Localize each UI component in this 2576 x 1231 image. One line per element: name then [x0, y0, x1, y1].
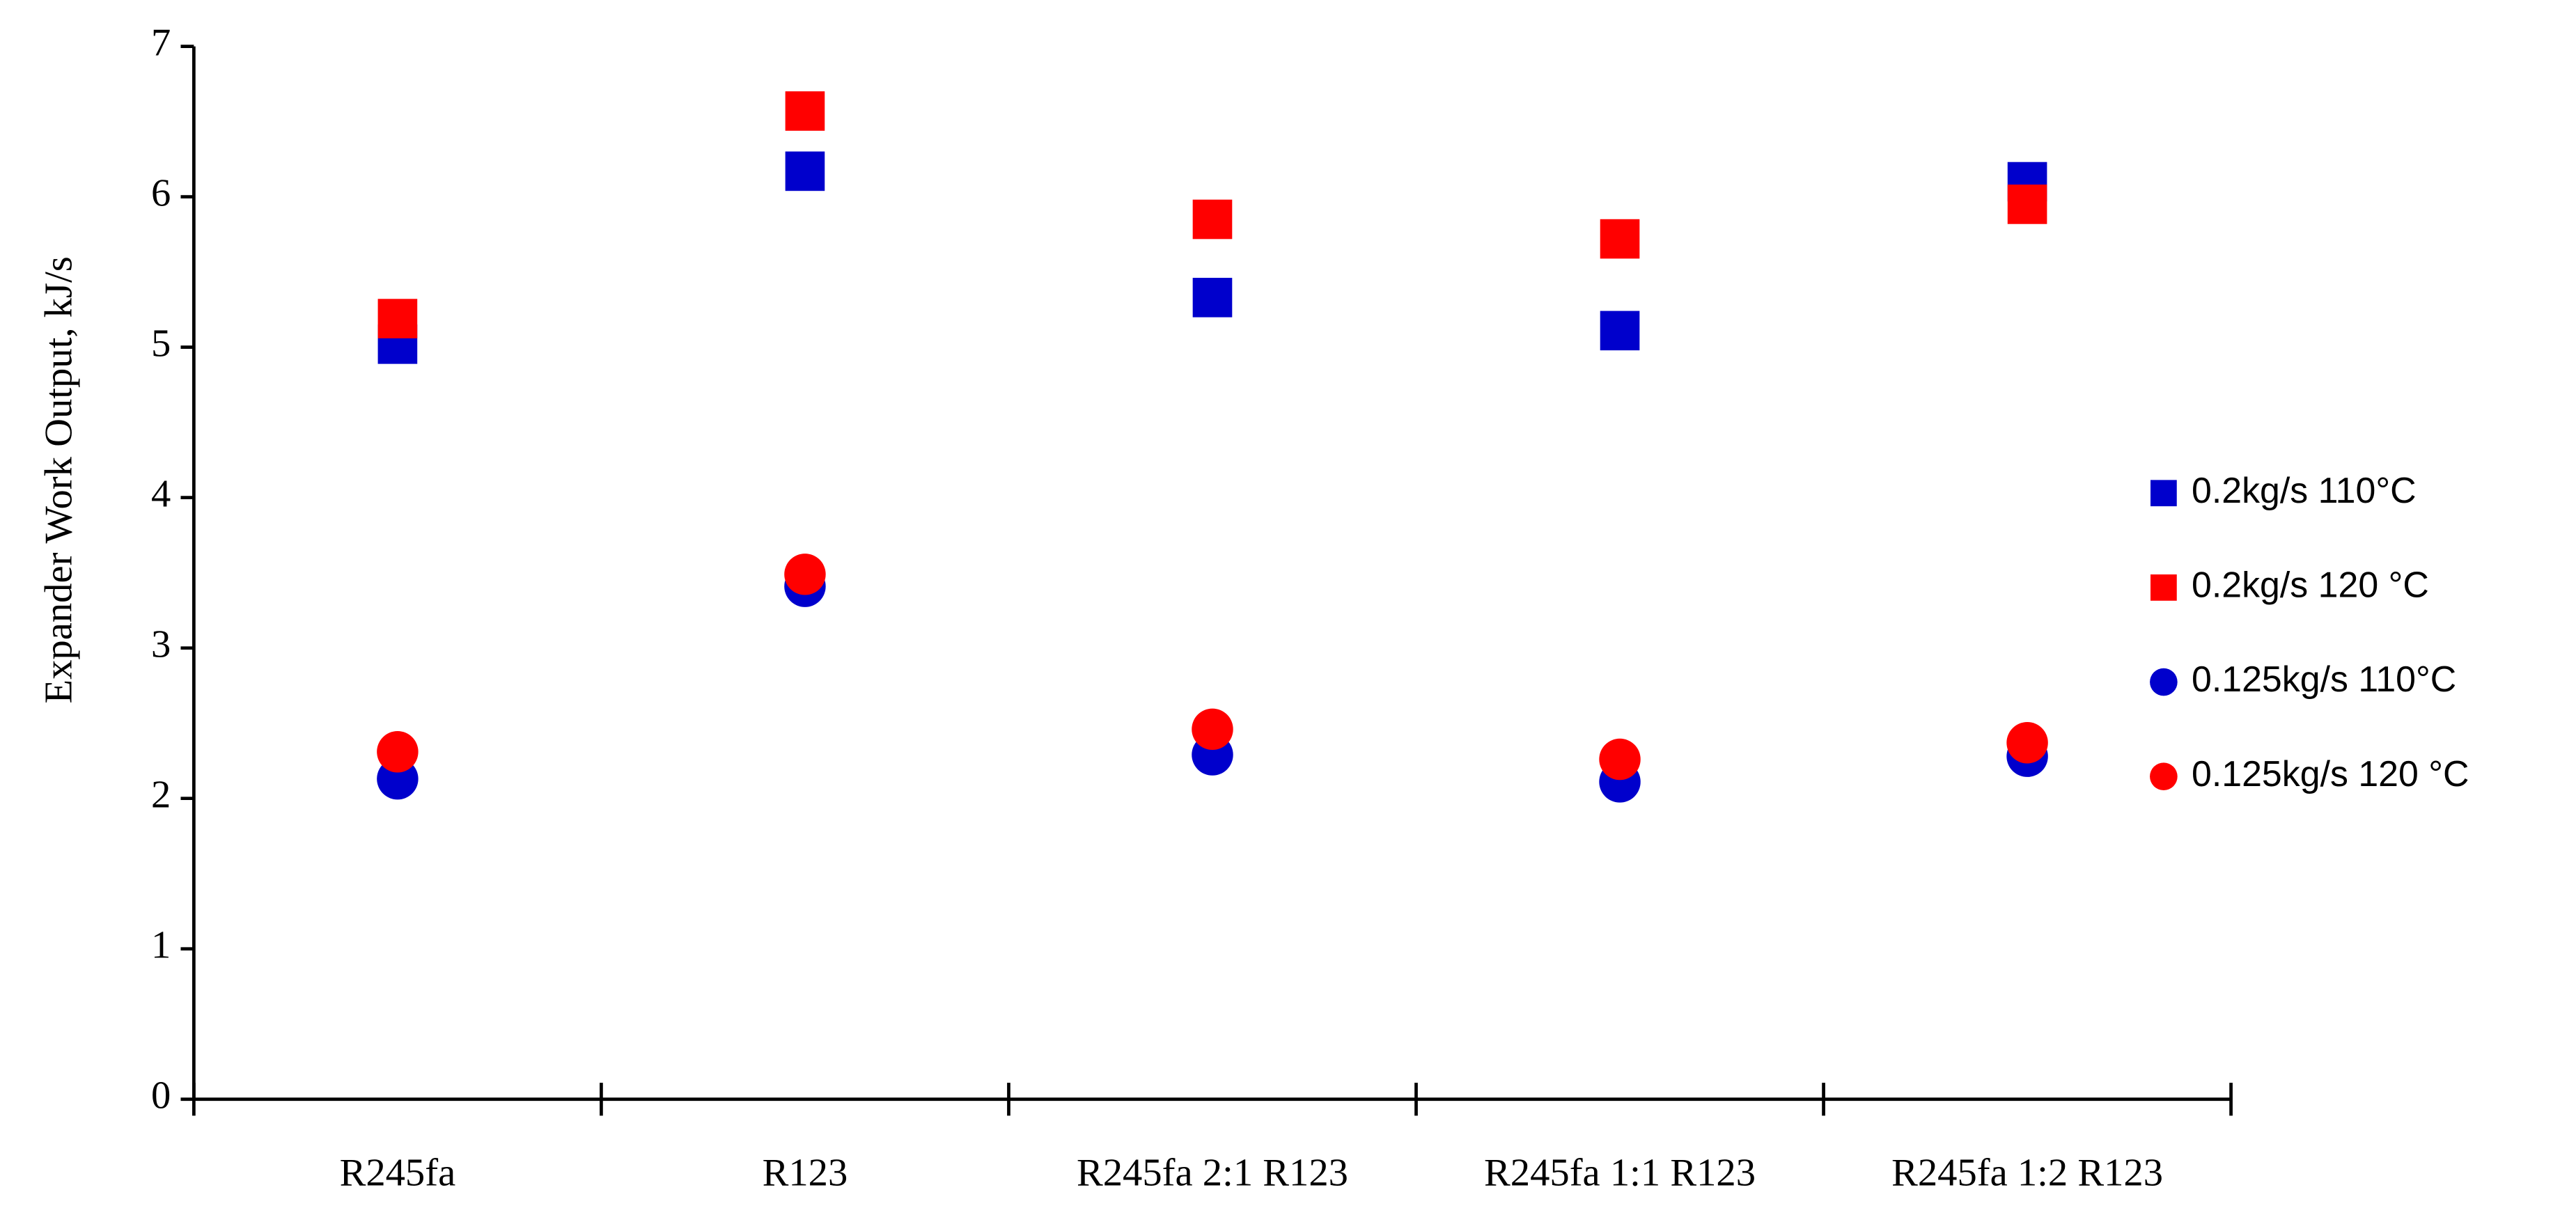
legend-marker — [2150, 480, 2177, 507]
y-tick-label: 5 — [151, 322, 171, 366]
data-point — [1599, 738, 1641, 781]
legend-label: 0.2kg/s 110°C — [2192, 470, 2417, 510]
data-point — [785, 91, 825, 131]
data-point — [2007, 185, 2047, 224]
x-tick-label: R123 — [763, 1152, 848, 1195]
legend-label: 0.2kg/s 120 °C — [2192, 565, 2429, 605]
data-point — [377, 299, 418, 338]
legend-label: 0.125kg/s 120 °C — [2192, 753, 2469, 794]
x-tick-label: R245fa 2:1 R123 — [1077, 1152, 1348, 1195]
legend-marker — [2150, 762, 2178, 791]
x-tick-label: R245fa — [340, 1152, 456, 1195]
x-tick-label: R245fa 1:1 R123 — [1484, 1152, 1756, 1195]
legend-marker — [2150, 668, 2178, 696]
y-tick-label: 0 — [151, 1074, 171, 1118]
data-point — [1192, 199, 1233, 240]
y-tick-label: 1 — [151, 924, 171, 967]
data-point — [1192, 278, 1233, 317]
y-tick-label: 2 — [151, 774, 171, 817]
data-point — [1600, 219, 1640, 259]
data-point — [1600, 311, 1640, 351]
data-point — [2006, 722, 2048, 764]
legend-marker — [2150, 574, 2177, 601]
data-point — [785, 151, 825, 191]
x-tick-label: R245fa 1:2 R123 — [1891, 1152, 2163, 1195]
y-tick-label: 7 — [151, 22, 171, 65]
y-axis-label: Expander Work Output, kJ/s — [38, 256, 81, 703]
y-tick-label: 4 — [151, 473, 171, 516]
data-point — [377, 731, 419, 773]
legend-label: 0.125kg/s 110°C — [2192, 659, 2456, 699]
y-tick-label: 6 — [151, 172, 171, 215]
data-point — [1192, 708, 1233, 751]
y-tick-label: 3 — [151, 623, 171, 666]
data-point — [784, 554, 826, 595]
